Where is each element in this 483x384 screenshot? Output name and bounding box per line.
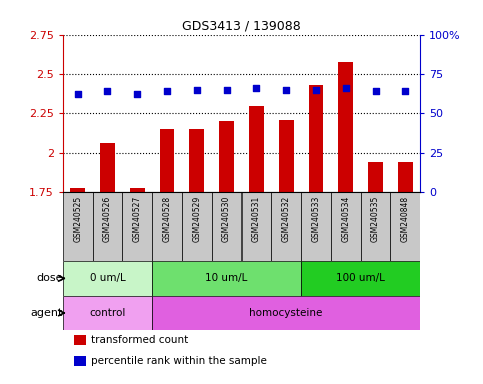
- Text: control: control: [89, 308, 126, 318]
- Point: [253, 85, 260, 91]
- Title: GDS3413 / 139088: GDS3413 / 139088: [182, 19, 301, 32]
- Bar: [242, 192, 271, 261]
- Bar: [152, 192, 182, 261]
- Bar: [331, 192, 361, 261]
- Bar: [182, 192, 212, 261]
- Bar: [73, 356, 86, 366]
- Bar: [368, 162, 383, 192]
- Bar: [122, 192, 152, 261]
- Point: [401, 88, 409, 94]
- Point: [312, 87, 320, 93]
- Point: [163, 88, 171, 94]
- Bar: [73, 335, 86, 345]
- Point: [104, 88, 112, 94]
- Point: [74, 91, 82, 98]
- Text: transformed count: transformed count: [91, 335, 189, 345]
- Bar: [301, 261, 420, 296]
- Bar: [130, 188, 145, 192]
- Bar: [219, 121, 234, 192]
- Point: [372, 88, 380, 94]
- Text: GSM240848: GSM240848: [401, 195, 410, 242]
- Text: GSM240530: GSM240530: [222, 195, 231, 242]
- Text: 0 um/L: 0 um/L: [89, 273, 126, 283]
- Bar: [63, 296, 152, 330]
- Bar: [271, 192, 301, 261]
- Text: dose: dose: [36, 273, 63, 283]
- Text: GSM240531: GSM240531: [252, 195, 261, 242]
- Text: GSM240535: GSM240535: [371, 195, 380, 242]
- Text: GSM240526: GSM240526: [103, 195, 112, 242]
- Bar: [100, 143, 115, 192]
- Bar: [361, 192, 390, 261]
- Text: GSM240529: GSM240529: [192, 195, 201, 242]
- Point: [133, 91, 141, 98]
- Text: GSM240534: GSM240534: [341, 195, 350, 242]
- Text: agent: agent: [30, 308, 63, 318]
- Point: [282, 87, 290, 93]
- Point: [193, 87, 201, 93]
- Bar: [63, 261, 152, 296]
- Bar: [159, 129, 174, 192]
- Bar: [152, 296, 420, 330]
- Bar: [63, 192, 93, 261]
- Bar: [93, 192, 122, 261]
- Point: [223, 87, 230, 93]
- Text: GSM240528: GSM240528: [163, 195, 171, 242]
- Text: GSM240533: GSM240533: [312, 195, 320, 242]
- Bar: [189, 129, 204, 192]
- Text: GSM240532: GSM240532: [282, 195, 291, 242]
- Text: GSM240527: GSM240527: [133, 195, 142, 242]
- Bar: [338, 62, 353, 192]
- Bar: [70, 188, 85, 192]
- Bar: [152, 261, 301, 296]
- Point: [342, 85, 350, 91]
- Bar: [390, 192, 420, 261]
- Text: 100 um/L: 100 um/L: [336, 273, 385, 283]
- Bar: [398, 162, 413, 192]
- Bar: [279, 119, 294, 192]
- Bar: [212, 192, 242, 261]
- Bar: [249, 106, 264, 192]
- Text: percentile rank within the sample: percentile rank within the sample: [91, 356, 267, 366]
- Text: 10 um/L: 10 um/L: [205, 273, 248, 283]
- Bar: [301, 192, 331, 261]
- Text: homocysteine: homocysteine: [250, 308, 323, 318]
- Text: GSM240525: GSM240525: [73, 195, 82, 242]
- Bar: [309, 85, 324, 192]
